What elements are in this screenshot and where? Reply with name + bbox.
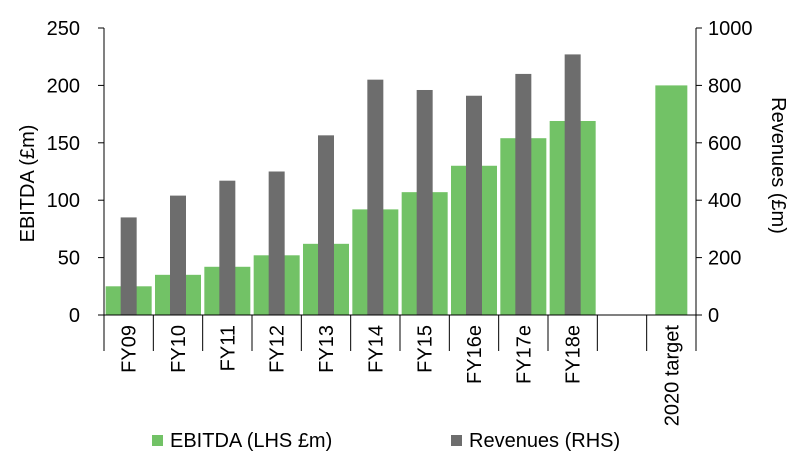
left-y-tick-label: 200	[47, 75, 80, 97]
legend-swatch-ebitda	[152, 435, 163, 446]
x-tick-label: FY16e	[464, 325, 486, 384]
x-tick-label: FY11	[217, 325, 239, 371]
right-y-tick-label: 400	[708, 190, 741, 212]
bar-revenues	[367, 79, 384, 315]
right-y-tick-label: 1000	[708, 18, 753, 40]
left-y-tick-label: 250	[47, 18, 80, 40]
right-y-tick-label: 200	[708, 248, 741, 270]
bar-revenues	[268, 171, 285, 315]
right-y-tick-label: 800	[708, 75, 741, 97]
legend: EBITDA (LHS £m) Revenues (RHS)	[152, 430, 620, 452]
x-tick-label: FY14	[365, 325, 387, 373]
left-y-tick-label: 50	[58, 248, 80, 270]
bar-revenues	[170, 195, 186, 315]
right-y-tick-label: 600	[708, 133, 741, 155]
bar-revenues	[466, 95, 482, 316]
bar-ebitda	[655, 85, 688, 316]
plot-area	[105, 54, 688, 316]
x-tick-label: FY09	[119, 325, 141, 373]
x-tick-label: FY12	[267, 325, 289, 373]
right-y-axis-title: Revenues (£m)	[767, 97, 789, 234]
left-y-tick-label: 100	[47, 190, 80, 212]
bar-revenues	[564, 54, 581, 316]
legend-label-ebitda: EBITDA (LHS £m)	[170, 430, 332, 452]
bar-revenues	[416, 89, 433, 315]
x-tick-label: FY13	[316, 325, 338, 373]
left-y-tick-label: 150	[47, 133, 80, 155]
left-y-tick-label: 0	[69, 305, 80, 327]
axes: EBITDA (£m) Revenues (£m) 0 50 100 150 200 25…	[17, 18, 789, 426]
bar-revenues	[219, 180, 236, 315]
x-tick-label: FY10	[168, 325, 190, 373]
x-tick-label: FY17e	[513, 325, 535, 384]
bar-revenues	[515, 73, 532, 315]
legend-swatch-revenues	[451, 435, 462, 446]
x-tick-label: FY18e	[563, 325, 585, 384]
bar-revenues	[120, 217, 137, 315]
x-tick-label: 2020 target	[661, 325, 683, 427]
left-y-axis-title: EBITDA (£m)	[17, 125, 39, 243]
right-y-tick-label: 0	[708, 305, 719, 327]
x-tick-label: FY15	[415, 325, 437, 373]
bar-revenues	[318, 135, 334, 315]
legend-label-revenues: Revenues (RHS)	[469, 430, 620, 452]
